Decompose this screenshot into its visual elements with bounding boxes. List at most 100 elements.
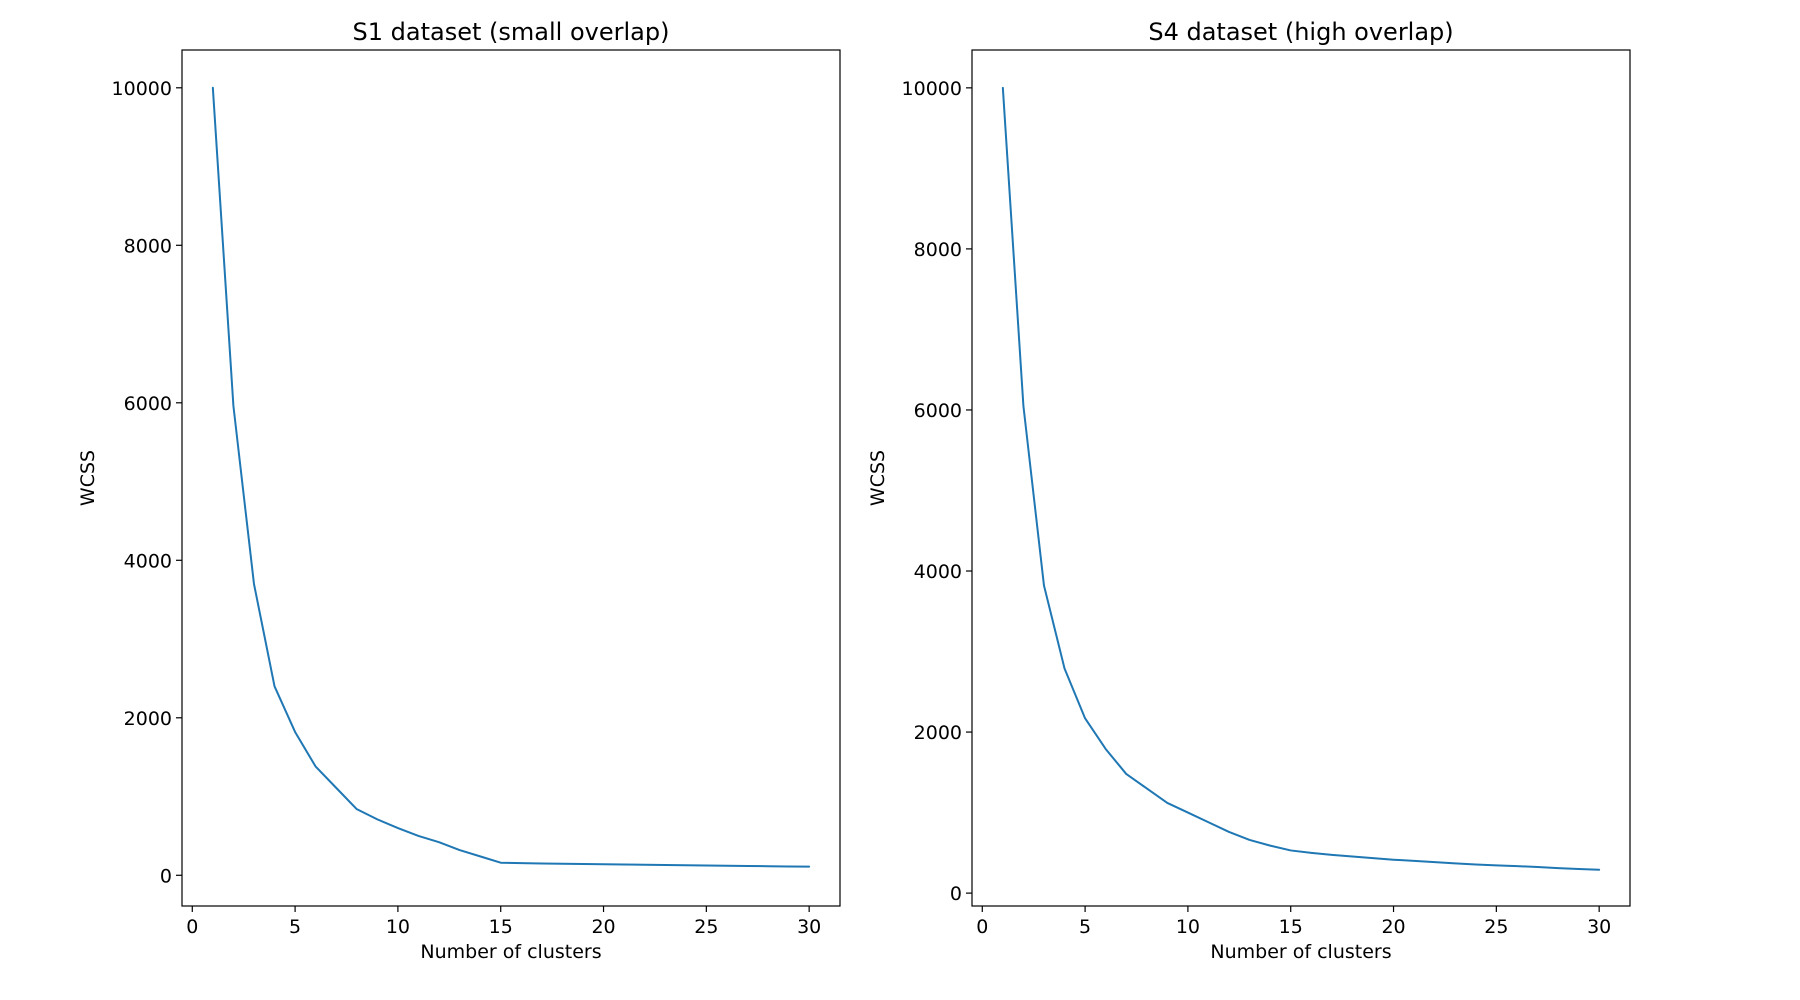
chart-s4-panel: S4 dataset (high overlap) 0 5 10 15 20 25 30 0… [867,18,1631,963]
chart-s4-data-point [1021,404,1025,408]
chart-s4-x-tick-label: 0 [976,916,988,938]
chart-s1-data-point [581,862,585,866]
chart-s1-data-point [787,864,791,868]
chart-s4-x-tick-label: 10 [1176,916,1200,938]
chart-s4-data-point [1063,666,1067,670]
chart-s1-x-tick-label: 20 [591,916,615,938]
chart-s4-data-point [1330,853,1334,857]
chart-s1-data-point [231,404,235,408]
chart-s4-data-point [1371,856,1375,860]
chart-s4-y-axis: 0 2000 4000 6000 8000 10000 [902,78,972,905]
chart-s1-series-line [211,86,811,868]
chart-s1-y-tick-label: 2000 [124,708,172,730]
chart-s1-data-point [745,864,749,868]
chart-s4-data-point [1206,820,1210,824]
chart-s1-title: S1 dataset (small overlap) [353,18,670,46]
chart-s1-data-point [211,86,215,90]
chart-s1-data-point [560,862,564,866]
chart-s4-y-tick-label: 0 [950,883,962,905]
chart-s1-x-tick-label: 30 [797,916,821,938]
chart-s1-data-point [643,863,647,867]
chart-s1-data-point [375,817,379,821]
chart-s1-plot-area [181,49,841,907]
chart-s1-data-point [622,863,626,867]
chart-s4-data-point [1124,772,1128,776]
chart-s4-data-point [1309,851,1313,855]
chart-s4-data-point [1186,811,1190,815]
chart-s4-x-label: Number of clusters [1210,941,1391,963]
chart-s1-data-point [519,861,523,865]
chart-s4-points [1001,86,1601,872]
chart-s4-y-tick-label: 6000 [914,400,962,422]
chart-s4-data-point [1556,866,1560,870]
chart-s4-data-point [1433,860,1437,864]
chart-s4-x-tick-label: 20 [1381,916,1405,938]
chart-s1-data-point [704,864,708,868]
chart-s1-data-point [437,840,441,844]
chart-s1-x-axis: 0 5 10 15 20 25 30 [186,906,821,938]
chart-s1-y-axis: 0 2000 4000 6000 8000 10000 [112,78,182,887]
chart-s4-data-point [1515,864,1519,868]
chart-s4-data-point [1145,786,1149,790]
chart-s1-x-label: Number of clusters [420,941,601,963]
chart-s4-data-point [1268,844,1272,848]
chart-s1-y-tick-label: 0 [160,865,172,887]
chart-s4-title: S4 dataset (high overlap) [1148,18,1453,46]
chart-s1-x-tick-label: 0 [186,916,198,938]
chart-s4-data-point [1535,865,1539,869]
chart-s4-x-tick-label: 25 [1484,916,1508,938]
chart-s4-data-point [1042,584,1046,588]
chart-s1-data-point [725,864,729,868]
chart-s1-x-tick-label: 15 [489,916,513,938]
chart-s1-data-point [766,864,770,868]
chart-s4-x-tick-label: 5 [1079,916,1091,938]
chart-s1-data-point [355,807,359,811]
chart-s1-x-tick-label: 25 [694,916,718,938]
chart-s4-data-point [1104,747,1108,751]
chart-s4-y-tick-label: 4000 [914,561,962,583]
chart-s4-data-point [1453,861,1457,865]
chart-s1-y-tick-label: 6000 [124,393,172,415]
chart-s1-data-point [334,786,338,790]
chart-s1-x-tick-label: 10 [386,916,410,938]
chart-s1-y-tick-label: 4000 [124,550,172,572]
chart-s4-data-point [1474,863,1478,867]
chart-s4-x-tick-label: 30 [1587,916,1611,938]
chart-s4-data-point [1227,830,1231,834]
chart-s1-x-tick-label: 5 [289,916,301,938]
chart-s1-data-point [499,861,503,865]
chart-s1-panel: S1 dataset (small overlap) 0 5 10 15 20 25 30 … [77,18,841,963]
chart-s4-x-tick-label: 15 [1279,916,1303,938]
chart-s1-data-point [314,765,318,769]
chart-s4-y-label: WCSS [867,450,889,506]
chart-s4-data-point [1412,859,1416,863]
chart-s4-data-point [1001,86,1005,90]
chart-s1-data-point [252,582,256,586]
chart-s1-points [211,86,811,869]
chart-s4-series-line [1001,86,1601,871]
chart-s1-data-point [602,862,606,866]
chart-s1-y-label: WCSS [77,450,99,506]
chart-s4-y-tick-label: 10000 [902,78,962,100]
chart-s1-y-tick-label: 10000 [112,78,172,100]
chart-s4-data-point [1494,863,1498,867]
chart-s4-plot-area [971,49,1631,907]
chart-s4-data-point [1577,867,1581,871]
chart-s4-data-point [1165,801,1169,805]
chart-s1-data-point [396,826,400,830]
chart-s4-data-point [1597,868,1601,872]
chart-s1-data-point [663,863,667,867]
chart-s4-data-point [1248,838,1252,842]
chart-s1-data-point [273,684,277,688]
chart-s1-data-point [458,848,462,852]
chart-s4-y-tick-label: 2000 [914,722,962,744]
chart-s1-data-point [684,863,688,867]
chart-s1-data-point [478,854,482,858]
chart-s4-data-point [1392,858,1396,862]
chart-s1-y-tick-label: 8000 [124,235,172,257]
chart-s4-y-tick-label: 8000 [914,239,962,261]
chart-s1-data-point [807,865,811,869]
chart-s1-data-point [293,730,297,734]
chart-s1-data-point [540,861,544,865]
